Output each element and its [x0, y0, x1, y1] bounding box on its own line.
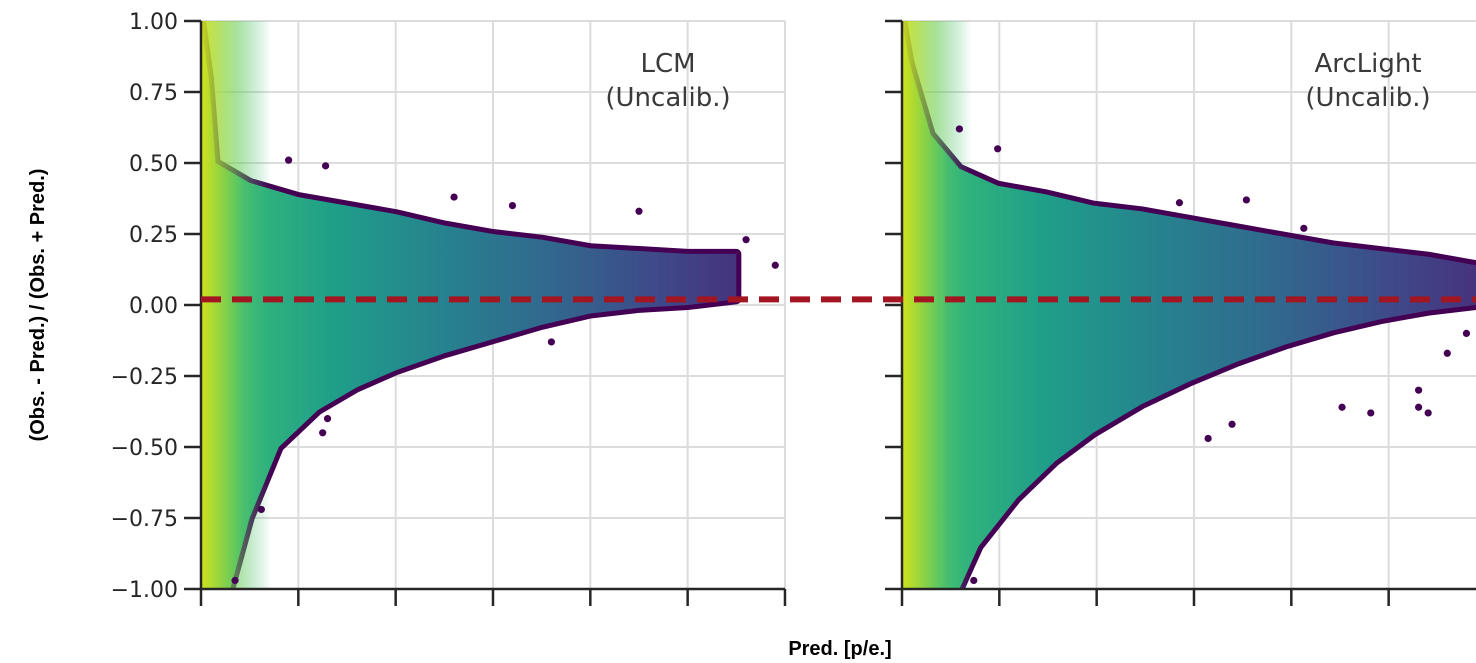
outlier-point — [1367, 409, 1375, 417]
y-tick-label: 1.00 — [129, 10, 178, 35]
density-band — [201, 21, 737, 589]
axes-frame — [885, 19, 1476, 606]
y-tick-label: 0.50 — [129, 152, 178, 177]
outlier-point — [970, 576, 978, 585]
y-axis-label: (Obs. - Pred.) / (Obs. + Pred.) — [27, 169, 49, 442]
panel-label-line-1: ArcLight — [1314, 49, 1421, 79]
outlier-point — [285, 156, 293, 164]
outlier-points — [955, 125, 1471, 585]
outlier-points — [231, 156, 779, 585]
y-tick-label: 0.75 — [129, 81, 178, 106]
y-tick-label: −0.75 — [111, 507, 178, 532]
y-tick-label: 0.00 — [129, 294, 178, 319]
panel-label-line-1: LCM — [640, 49, 695, 79]
density-band — [902, 21, 1476, 589]
outlier-point — [635, 207, 643, 215]
outlier-point — [319, 429, 327, 437]
y-tick-label: −1.00 — [111, 578, 178, 603]
outlier-point — [742, 236, 750, 244]
outlier-point — [323, 415, 332, 423]
y-tick-label: 0.25 — [129, 223, 178, 248]
outlier-point — [1300, 224, 1308, 232]
density-core — [201, 21, 271, 589]
outlier-point — [1443, 349, 1451, 357]
density-cloud — [902, 21, 1476, 589]
outlier-point — [450, 193, 458, 201]
outlier-point — [1175, 199, 1184, 207]
outlier-point — [1415, 386, 1423, 394]
outlier-point — [1204, 434, 1212, 443]
y-tick-labels: 1.00 0.75 0.50 0.25 0.00 −0.25 −0.50 −0.75 −1.00 — [111, 10, 178, 603]
panel-label-line-2: (Uncalib.) — [605, 83, 730, 113]
outlier-point — [1338, 403, 1346, 411]
outlier-point — [547, 338, 556, 346]
outlier-point — [1462, 329, 1471, 337]
panel-arclight: ArcLight (Uncalib.) — [885, 19, 1476, 606]
outlier-point — [508, 202, 517, 210]
outlier-point — [257, 505, 265, 514]
y-tick-label: −0.50 — [111, 436, 178, 461]
outlier-point — [1228, 420, 1236, 428]
outlier-point — [1242, 196, 1250, 204]
panel-label-line-2: (Uncalib.) — [1305, 83, 1430, 113]
outlier-point — [1424, 409, 1432, 417]
axes-frame — [184, 19, 787, 606]
outlier-point — [321, 162, 330, 170]
outlier-point — [994, 145, 1002, 153]
y-tick-label: −0.25 — [111, 365, 178, 390]
x-axis-label: Pred. [p/e.] — [788, 638, 891, 660]
outlier-point — [1415, 403, 1423, 411]
panel-lcm: 1.00 0.75 0.50 0.25 0.00 −0.25 −0.50 −0.75 −1.00… — [111, 10, 787, 606]
outlier-point — [231, 576, 239, 585]
outlier-point — [955, 125, 964, 133]
density-core — [902, 21, 972, 589]
outlier-point — [771, 261, 779, 269]
